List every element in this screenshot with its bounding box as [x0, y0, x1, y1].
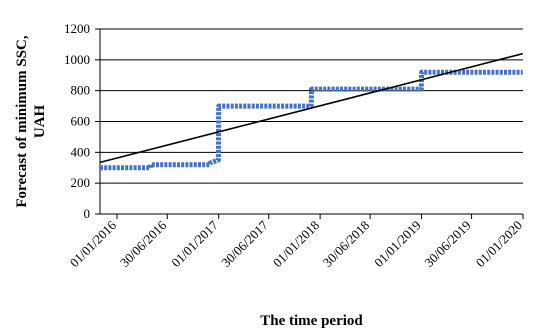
y-tick-label: 0: [84, 206, 91, 221]
series-layer: [99, 52, 523, 171]
x-tick-label: 30/06/2019: [421, 218, 473, 270]
gridlines: [100, 28, 523, 184]
x-tick-label: 30/06/2017: [218, 217, 271, 270]
y-tick-label: 200: [71, 175, 91, 190]
forecast-line: [100, 69, 523, 171]
x-tick-label: 01/01/2018: [270, 218, 322, 270]
x-tick-label: 01/01/2019: [371, 218, 423, 270]
x-tick-label: 01/01/2016: [67, 217, 120, 270]
y-tick-label: 400: [71, 144, 91, 159]
x-tick-label: 30/06/2018: [320, 218, 372, 270]
x-axis-title: The time period: [260, 313, 363, 329]
y-tick-label: 1000: [64, 52, 90, 67]
x-tick-label: 30/06/2016: [117, 217, 170, 270]
axes: [95, 28, 524, 219]
y-tick-labels: 0 200 400 600 800 1000 1200: [64, 21, 90, 221]
trend-line: [99, 52, 523, 164]
y-tick-label: 800: [71, 83, 91, 98]
y-axis-title: Forecast of minimum SSC, UAH: [14, 35, 48, 207]
y-tick-label: 1200: [64, 21, 90, 36]
y-tick-label: 600: [71, 114, 91, 129]
x-tick-label: 01/01/2017: [168, 217, 221, 270]
x-tick-label: 01/01/2020: [473, 218, 525, 270]
x-tick-labels: 01/01/201630/06/201601/01/201730/06/2017…: [67, 217, 526, 270]
